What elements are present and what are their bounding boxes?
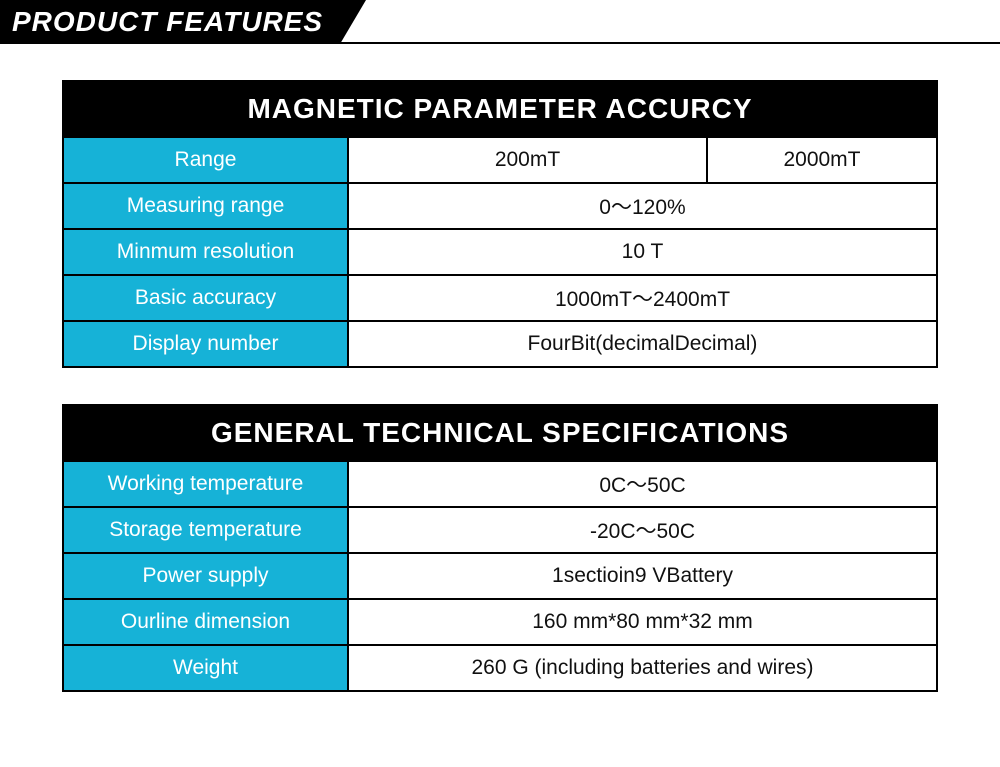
row-label: Range (63, 137, 348, 183)
table-general-specs: GENERAL TECHNICAL SPECIFICATIONS Working… (62, 404, 938, 692)
row-label: Storage temperature (63, 507, 348, 553)
table-title-row: GENERAL TECHNICAL SPECIFICATIONS (63, 405, 937, 461)
row-value: 200mT (348, 137, 707, 183)
row-value: 0C～50C (348, 461, 937, 507)
table-row: Ourline dimension 160 mm*80 mm*32 mm (63, 599, 937, 645)
row-label: Minmum resolution (63, 229, 348, 275)
row-label: Weight (63, 645, 348, 691)
table-row: Range 200mT 2000mT (63, 137, 937, 183)
table-title: MAGNETIC PARAMETER ACCURCY (63, 81, 937, 137)
row-label: Power supply (63, 553, 348, 599)
table-row: Minmum resolution 10 T (63, 229, 937, 275)
row-label: Measuring range (63, 183, 348, 229)
row-value: 160 mm*80 mm*32 mm (348, 599, 937, 645)
row-value: FourBit(decimalDecimal) (348, 321, 937, 367)
table-row: Measuring range 0～120% (63, 183, 937, 229)
row-value: 2000mT (707, 137, 937, 183)
row-value: 1sectioin9 VBattery (348, 553, 937, 599)
row-value: 10 T (348, 229, 937, 275)
row-label: Working temperature (63, 461, 348, 507)
row-value: -20C～50C (348, 507, 937, 553)
row-label: Display number (63, 321, 348, 367)
table-title-row: MAGNETIC PARAMETER ACCURCY (63, 81, 937, 137)
table-row: Storage temperature -20C～50C (63, 507, 937, 553)
banner-title: PRODUCT FEATURES (0, 0, 323, 44)
row-label: Basic accuracy (63, 275, 348, 321)
table-row: Display number FourBit(decimalDecimal) (63, 321, 937, 367)
page-banner: PRODUCT FEATURES (0, 0, 1000, 44)
table-row: Basic accuracy 1000mT～2400mT (63, 275, 937, 321)
table-row: Power supply 1sectioin9 VBattery (63, 553, 937, 599)
table-row: Weight 260 G (including batteries and wi… (63, 645, 937, 691)
row-value: 0～120% (348, 183, 937, 229)
tables-container: MAGNETIC PARAMETER ACCURCY Range 200mT 2… (0, 80, 1000, 692)
row-label: Ourline dimension (63, 599, 348, 645)
table-title: GENERAL TECHNICAL SPECIFICATIONS (63, 405, 937, 461)
row-value: 1000mT～2400mT (348, 275, 937, 321)
table-row: Working temperature 0C～50C (63, 461, 937, 507)
table-magnetic-parameter: MAGNETIC PARAMETER ACCURCY Range 200mT 2… (62, 80, 938, 368)
row-value: 260 G (including batteries and wires) (348, 645, 937, 691)
